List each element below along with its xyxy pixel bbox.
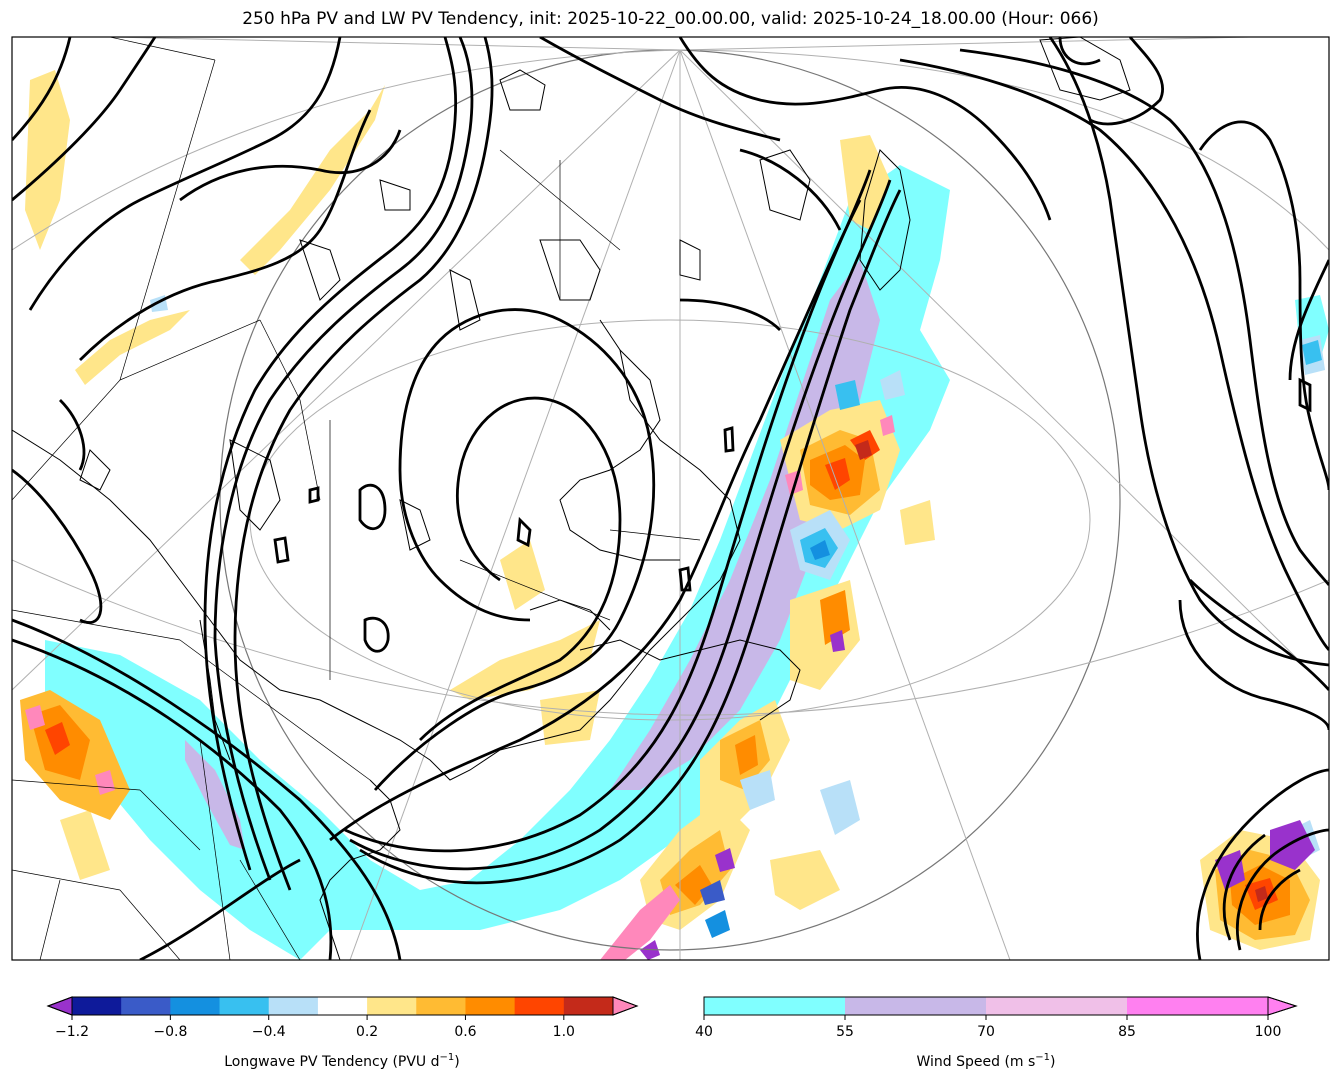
pv-colorbar-cell — [465, 997, 516, 1015]
pv-colorbar-cell — [317, 997, 368, 1015]
wind-colorbar-over-arrow — [1267, 996, 1298, 1016]
pv-colorbar-cell — [367, 997, 417, 1015]
pv-colorbar-cell — [121, 997, 171, 1015]
pv-contours — [12, 37, 1329, 960]
wind-colorbar-cell — [845, 997, 987, 1015]
pv-colorbar-cell — [72, 997, 122, 1015]
pv-colorbar-cells — [72, 997, 614, 1015]
wind-colorbar-cell — [704, 997, 846, 1015]
pv-colorbar-ticks: −1.2 −0.8 −0.4 0.2 0.6 1.0 — [55, 1015, 575, 1040]
wind-colorbar-outline — [703, 996, 1298, 1016]
pv-contour-islands — [273, 377, 1312, 653]
pv-colorbar-tick-label: −0.8 — [153, 1024, 187, 1040]
pv-colorbar-cell — [170, 997, 221, 1015]
wind-colorbar-tick-label: 70 — [977, 1024, 995, 1040]
pv-colorbar-cell — [514, 997, 565, 1015]
pv-colorbar-cell — [219, 997, 270, 1015]
pv-colorbar-tick-label: −0.4 — [252, 1024, 286, 1040]
map-panel — [12, 37, 1329, 960]
pv-colorbar-over-arrow — [612, 996, 639, 1016]
coastlines — [12, 37, 1131, 960]
wind-colorbar-tick-label: 100 — [1255, 1024, 1282, 1040]
pv-colorbar-cell — [563, 997, 614, 1015]
wind-colorbar-tick-label: 85 — [1118, 1024, 1136, 1040]
pv-colorbar-cell — [416, 997, 466, 1015]
map-frame — [11, 36, 1330, 961]
wind-colorbar-tick-label: 55 — [836, 1024, 854, 1040]
pv-colorbar: −1.2 −0.8 −0.4 0.2 0.6 1.0 Longwave PV Tenden… — [46, 996, 639, 1070]
wind-colorbar-label: Wind Speed (m s−1) — [916, 1052, 1055, 1070]
pv-colorbar-under-arrow — [46, 996, 73, 1016]
wind-colorbar-tick-label: 40 — [695, 1024, 713, 1040]
pv-colorbar-tick-label: −1.2 — [55, 1024, 89, 1040]
wind-colorbar: 40 55 70 85 100 Wind Speed (m s−1) — [695, 996, 1298, 1070]
wind-colorbar-cells — [704, 997, 1269, 1015]
map-title: 250 hPa PV and LW PV Tendency, init: 202… — [242, 9, 1099, 29]
pv-colorbar-label: Longwave PV Tendency (PVU d−1) — [224, 1052, 459, 1070]
political-borders — [12, 37, 701, 960]
wind-colorbar-cell — [986, 997, 1128, 1015]
pv-colorbar-tick-label: 0.6 — [454, 1024, 476, 1040]
graticule — [12, 37, 1329, 960]
wind-colorbar-ticks: 40 55 70 85 100 — [695, 1015, 1281, 1040]
pv-tendency-shading — [20, 70, 1325, 960]
pv-colorbar-cell — [268, 997, 319, 1015]
wind-colorbar-cell — [1127, 997, 1269, 1015]
pv-colorbar-tick-label: 1.0 — [553, 1024, 575, 1040]
pv-colorbar-tick-label: 0.2 — [356, 1024, 378, 1040]
